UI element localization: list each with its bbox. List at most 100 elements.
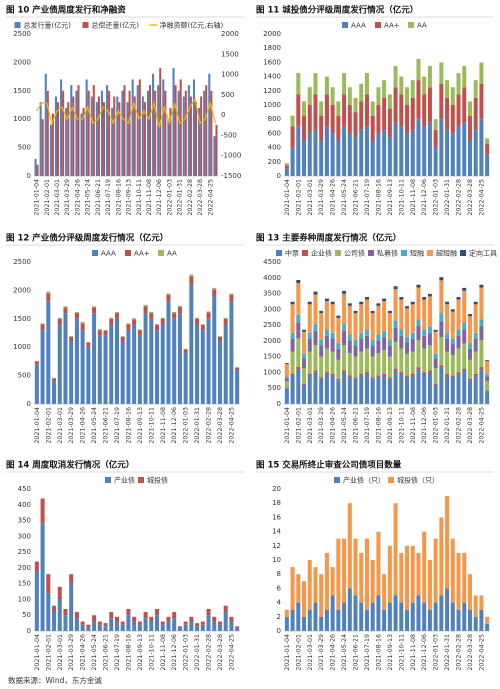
x-tick-label: 2022-03-28 — [197, 179, 204, 216]
legend-swatch — [82, 22, 89, 28]
bar-segment — [319, 313, 324, 340]
bar-segment — [92, 307, 97, 314]
bar-segment — [439, 119, 444, 176]
x-tick-label: 2021-05-24 — [341, 179, 348, 216]
x-tick-label: 2022-01-31 — [194, 634, 201, 671]
bar-segment — [177, 626, 182, 628]
x-tick-label: 2022-02-28 — [206, 407, 213, 444]
bar-segment — [376, 334, 381, 341]
bar-segment — [445, 496, 450, 589]
bar-segment — [296, 283, 301, 315]
bar-segment — [103, 335, 108, 404]
bar-segment — [427, 609, 432, 631]
bar-segment — [445, 129, 450, 176]
legend-label: 净融资额(亿元,右轴) — [160, 21, 224, 30]
bar-segment — [52, 612, 57, 631]
bar-segment — [479, 284, 484, 288]
x-tick-label: 2021-01-04 — [34, 179, 41, 216]
bar-segment — [359, 301, 364, 305]
y2-tick-label: -1500 — [221, 172, 241, 180]
bar-segment — [336, 140, 341, 176]
bar-segment — [319, 574, 324, 617]
bar-segment — [109, 618, 114, 631]
bar-segment — [353, 538, 358, 596]
bar-segment — [382, 97, 387, 130]
bar-segment — [217, 621, 222, 625]
bar-segment — [387, 313, 392, 340]
bar-segment — [284, 616, 289, 631]
y-tick-label: 1200 — [263, 87, 281, 95]
bar-segment — [330, 304, 335, 333]
bar-segment — [97, 335, 102, 404]
bar-segment — [155, 330, 160, 404]
bar-segment — [166, 293, 171, 295]
bar-segment — [149, 621, 154, 631]
bar-segment — [336, 378, 341, 381]
y-tick-label: 0 — [277, 627, 281, 635]
bar-segment — [450, 105, 455, 134]
bar-segment — [456, 126, 461, 176]
bar-segment — [405, 306, 410, 309]
bar-segment — [313, 372, 318, 404]
bar-segment — [336, 538, 341, 610]
bar — [208, 73, 211, 176]
bar-segment — [473, 595, 478, 617]
bar-segment — [302, 115, 307, 141]
bar-segment — [126, 615, 131, 631]
bar-segment — [189, 284, 194, 404]
bar-segment — [382, 609, 387, 631]
bar-segment — [132, 318, 137, 320]
bar-segment — [353, 97, 358, 113]
bar-segment — [427, 293, 432, 297]
bar-segment — [364, 335, 369, 349]
bar-segment — [422, 299, 427, 330]
bar-segment — [342, 602, 347, 631]
bar-segment — [410, 545, 415, 603]
bar-segment — [302, 101, 307, 116]
bar-segment — [290, 115, 295, 127]
bar — [146, 90, 149, 176]
bar-segment — [160, 621, 165, 625]
bar-segment — [485, 376, 490, 381]
legend-label: 定向工具 — [469, 249, 497, 258]
legend-swatch — [276, 250, 282, 256]
bar-segment — [433, 538, 438, 603]
x-tick-label: 2021-03-01 — [307, 179, 314, 216]
bar-segment — [450, 375, 455, 378]
legend-label: 总偿还量(亿元) — [92, 21, 140, 30]
bar — [36, 164, 39, 176]
bar-segment — [382, 298, 387, 302]
bar-segment — [114, 621, 119, 631]
x-tick-label: 2021-09-13 — [137, 634, 144, 671]
bar — [70, 85, 73, 176]
x-tick-label: 2021-01-04 — [34, 634, 41, 671]
x-tick-label: 2021-06-21 — [353, 407, 360, 444]
bar-segment — [387, 545, 392, 603]
bar-segment — [57, 324, 62, 404]
bar-segment — [439, 313, 444, 322]
bar-segment — [302, 353, 307, 359]
legend-label: AAA — [101, 250, 116, 258]
bar-segment — [307, 301, 312, 305]
bar-segment — [359, 338, 364, 352]
bar-segment — [284, 388, 289, 404]
x-tick-label: 2022-03-28 — [467, 634, 474, 671]
x-tick-label: 2021-07-19 — [114, 407, 121, 444]
x-tick-label: 2022-01-31 — [444, 407, 451, 444]
bar-segment — [319, 345, 324, 357]
bar-segment — [296, 338, 301, 367]
x-tick-label: 2021-02-01 — [45, 407, 52, 444]
bar-segment — [342, 344, 347, 371]
bar-segment — [126, 608, 131, 616]
bar-segment — [40, 324, 45, 331]
bar-segment — [155, 615, 160, 631]
bar-segment — [307, 338, 312, 352]
bar-segment — [172, 612, 177, 619]
legend-label: 中票 — [285, 249, 299, 258]
bar-segment — [485, 373, 490, 377]
y-tick-label: 0 — [277, 400, 281, 408]
bar-segment — [473, 301, 478, 305]
y-tick-label: 6 — [277, 584, 282, 592]
bar-segment — [382, 574, 387, 610]
bar-segment — [393, 289, 398, 321]
